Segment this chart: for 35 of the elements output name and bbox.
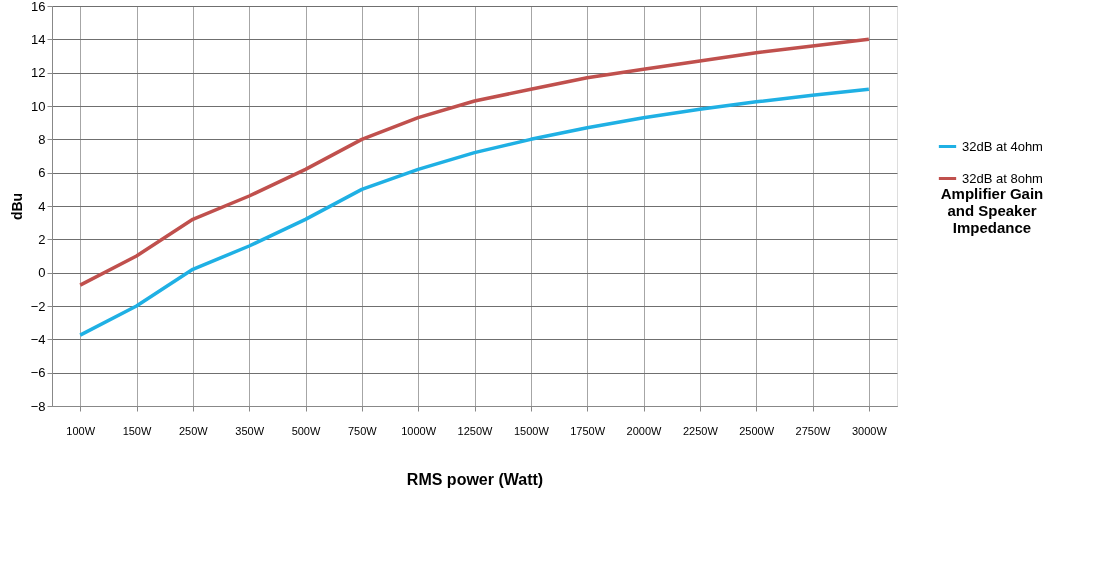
x-tick-label: 3000W	[851, 424, 888, 437]
x-tick-label: 250W	[178, 424, 209, 437]
y-axis-title: dBu	[8, 192, 25, 221]
y-tick-label: 14	[31, 31, 46, 47]
y-tick-label: 6	[38, 165, 46, 181]
y-tick-label: 2	[38, 231, 46, 247]
x-tick-label: 1250W	[457, 424, 494, 437]
y-tick-label: −8	[30, 398, 46, 414]
x-tick-label: 150W	[122, 424, 152, 437]
x-tick-label: 750W	[347, 424, 378, 437]
x-tick-label: 100W	[66, 424, 96, 437]
x-tick-label: 2500W	[739, 424, 775, 437]
text: Amplifier Gain and Speaker Impedance	[940, 185, 1044, 236]
x-tick-label: 1750W	[570, 424, 606, 437]
y-tick-label: 16	[31, 0, 46, 14]
x-tick-label: 2250W	[682, 424, 719, 437]
y-tick-label: 12	[31, 65, 46, 81]
line-series	[78, 37, 871, 287]
y-tick-label: −6	[30, 365, 46, 381]
x-tick-label: 1500W	[513, 424, 550, 437]
y-tick-label: 0	[38, 265, 46, 281]
x-tick-label: 2750W	[795, 424, 832, 437]
legend-label: 32dB at 8ohm	[962, 170, 1043, 186]
x-axis-title: RMS power (Watt)	[406, 470, 544, 488]
y-tick-label: −4	[30, 331, 46, 347]
x-tick-label: 2000W	[626, 424, 663, 437]
legend-label: 32dB at 4ohm	[962, 138, 1043, 154]
line-series	[78, 87, 871, 337]
y-tick-label: 4	[38, 198, 46, 214]
y-tick-label: 8	[38, 131, 46, 147]
x-tick-label: 1000W	[401, 424, 437, 437]
x-tick-label: 500W	[291, 424, 321, 437]
y-tick-label: −2	[30, 298, 46, 314]
y-tick-label: 10	[31, 98, 46, 114]
x-tick-label: 350W	[235, 424, 265, 437]
